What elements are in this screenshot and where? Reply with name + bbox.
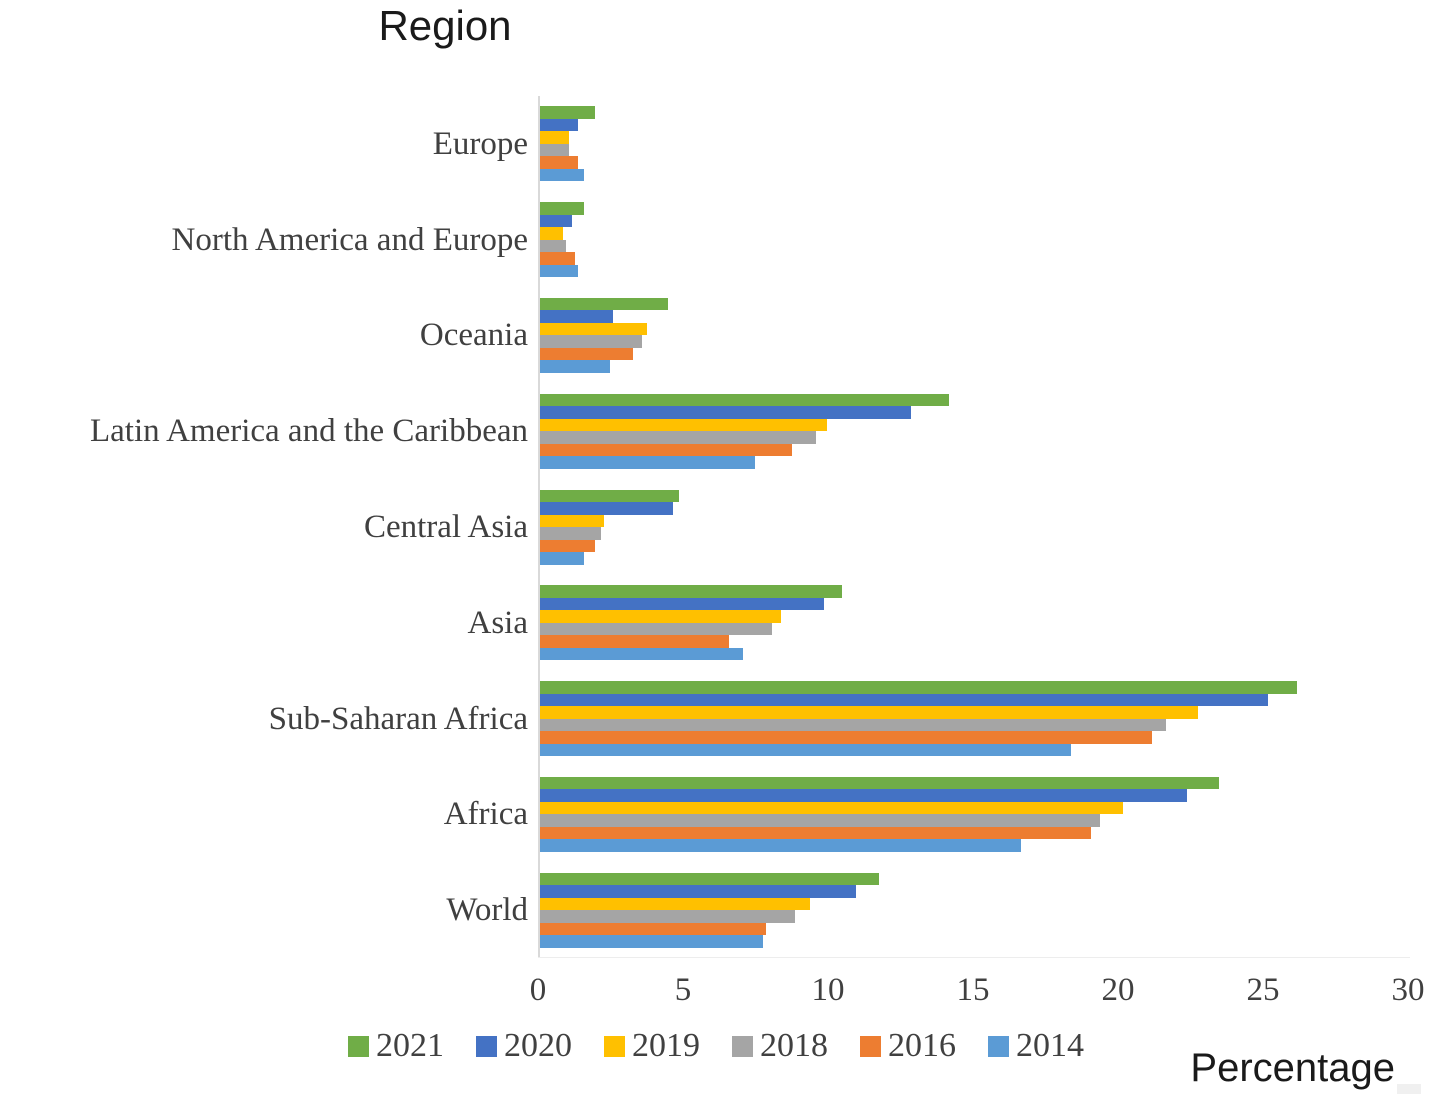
bar-2020-europe [540,118,578,132]
bar-2019-africa [540,801,1123,815]
legend-item-2020: 2020 [476,1029,572,1063]
bar-2018-latin-america-and-the-caribbean [540,431,816,444]
bar-2016-europe [540,156,578,169]
bar-2021-latin-america-and-the-caribbean [540,393,949,407]
legend-swatch-2014 [988,1035,1009,1057]
category-label-africa: Africa [443,796,528,833]
bar-2020-latin-america-and-the-caribbean [540,406,912,419]
bar-2021-world [540,872,880,886]
chart-title: Region [378,2,512,49]
corner-artifact [1397,1084,1421,1094]
bar-2014-oceania [540,360,610,373]
bar-2019-latin-america-and-the-caribbean [540,418,828,432]
category-axis-line [538,96,540,958]
bar-2020-central-asia [540,502,674,515]
legend-swatch-2016 [860,1035,881,1057]
category-label-latin-america-and-the-caribbean: Latin America and the Caribbean [90,413,528,450]
legend-item-2014: 2014 [988,1029,1084,1063]
bar-2020-sub-saharan-africa [540,693,1268,707]
x-tick-25: 25 [1246,972,1280,1008]
legend-item-2021: 2021 [348,1029,444,1063]
legend: 2021 2020 2019 2018 2016 2014 [348,1024,1108,1068]
bar-2018-sub-saharan-africa [540,718,1167,732]
bar-2020-north-america-and-europe [540,214,572,228]
bar-2014-sub-saharan-africa [540,743,1071,757]
x-tick-30: 30 [1391,972,1425,1008]
bar-2018-oceania [540,335,642,348]
bar-2020-asia [540,597,825,611]
bar-2019-world [540,897,810,911]
bar-2020-africa [540,789,1187,802]
category-label-oceania: Oceania [419,317,528,354]
x-tick-20: 20 [1101,972,1135,1008]
legend-label-2014: 2014 [1016,1027,1084,1064]
bar-2018-asia [540,622,772,636]
bar-2014-central-asia [540,552,584,565]
bar-2016-central-asia [540,539,596,552]
bar-2020-oceania [540,310,613,323]
category-label-world: World [446,892,528,929]
bar-2016-world [540,922,767,936]
bar-2020-world [540,885,857,898]
legend-label-2021: 2021 [376,1027,444,1064]
plot-area [540,96,1410,958]
bar-2014-world [540,935,764,948]
bar-2018-europe [540,143,569,157]
category-label-central-asia: Central Asia [363,509,528,545]
bar-2021-oceania [540,297,668,311]
category-label-north-america-and-europe: North America and Europe [171,221,528,258]
x-axis-title: Percentage [1190,1046,1395,1090]
x-tick-0: 0 [529,972,547,1008]
bar-2019-central-asia [540,514,604,527]
legend-swatch-2018 [732,1035,753,1057]
x-tick-5: 5 [674,972,692,1008]
bar-2016-north-america-and-europe [540,252,575,265]
x-tick-15: 15 [956,972,990,1008]
bar-2019-sub-saharan-africa [540,706,1199,719]
bar-2021-north-america-and-europe [540,202,584,215]
legend-swatch-2020 [476,1035,497,1057]
legend-label-2018: 2018 [760,1027,828,1064]
legend-item-2018: 2018 [732,1029,828,1063]
category-label-sub-saharan-africa: Sub-Saharan Africa [268,700,528,737]
category-label-asia: Asia [467,604,529,641]
bar-2014-north-america-and-europe [540,264,578,278]
bar-2018-north-america-and-europe [540,239,567,253]
bar-2016-oceania [540,347,633,361]
bar-2021-africa [540,776,1219,790]
bar-2019-oceania [540,322,648,336]
bar-2019-north-america-and-europe [540,227,564,240]
legend-label-2016: 2016 [888,1027,956,1064]
legend-item-2016: 2016 [860,1029,956,1063]
bar-2021-sub-saharan-africa [540,681,1297,694]
bar-2016-sub-saharan-africa [540,731,1152,744]
bar-2018-world [540,910,796,923]
bar-2014-africa [540,839,1022,852]
category-label-europe: Europe [432,125,528,162]
legend-label-2020: 2020 [504,1027,572,1064]
x-tick-10: 10 [811,972,845,1008]
bar-2021-central-asia [540,489,680,502]
bar-2016-asia [540,635,729,648]
bar-2018-africa [540,814,1100,827]
bar-2016-latin-america-and-the-caribbean [540,443,793,457]
legend-swatch-2019 [604,1035,625,1057]
bar-2014-asia [540,647,743,661]
bar-2019-asia [540,610,781,623]
value-axis-line [538,957,1410,958]
bar-2014-europe [540,168,584,182]
bar-2018-central-asia [540,527,601,540]
bar-2014-latin-america-and-the-caribbean [540,456,755,469]
bar-2021-asia [540,585,842,598]
bar-2016-africa [540,826,1091,840]
legend-label-2019: 2019 [632,1027,700,1064]
legend-swatch-2021 [348,1035,369,1057]
bar-2021-europe [540,106,596,119]
legend-item-2019: 2019 [604,1029,700,1063]
bar-2019-europe [540,131,569,144]
